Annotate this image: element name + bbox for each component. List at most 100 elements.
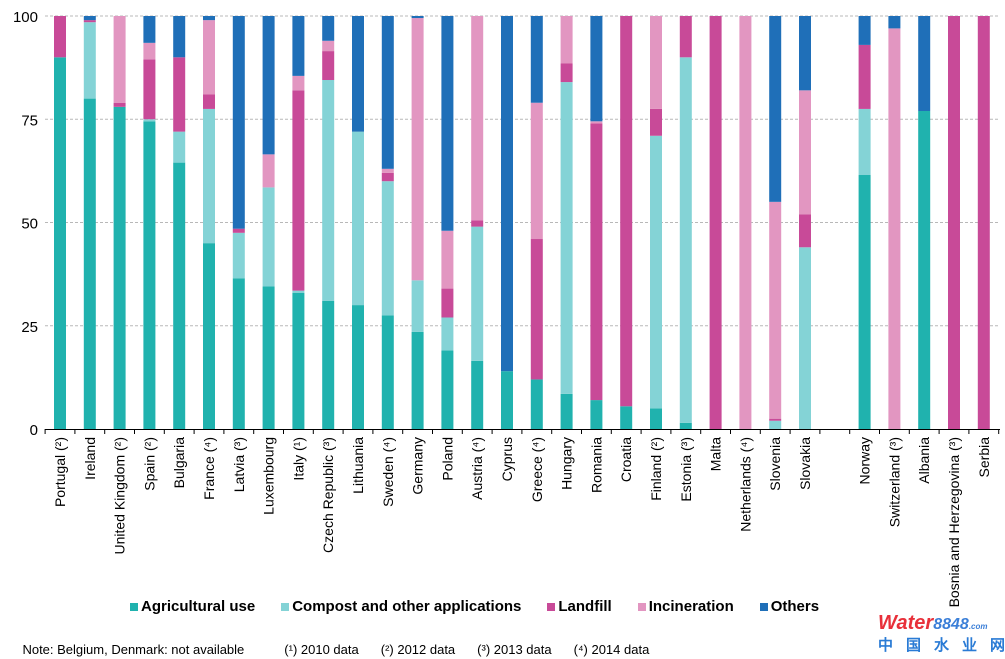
bar-segment: [203, 94, 215, 109]
legend-label: Landfill: [558, 598, 612, 615]
legend-label: Others: [770, 598, 820, 615]
x-tick-label: Cyprus: [499, 437, 515, 481]
footnote-4: (⁴) 2014 data: [573, 642, 650, 657]
bar-segment: [858, 44, 871, 109]
bar-segment: [292, 16, 305, 76]
legend-swatch: [281, 602, 290, 611]
bar-segment: [888, 28, 901, 429]
bar-segment: [441, 230, 454, 289]
bar-segment: [113, 106, 126, 430]
bar-segment: [560, 63, 573, 83]
legend-item: Incineration: [637, 598, 734, 615]
bar-segment: [620, 16, 633, 407]
x-tick-label: Italy (¹): [290, 437, 306, 481]
bar-segment: [83, 16, 96, 21]
bar-segment: [530, 239, 543, 380]
x-tick-label: Portugal (²): [52, 437, 68, 507]
bar-segment: [858, 175, 871, 429]
bar-segment: [471, 220, 484, 227]
x-tick-label: Luxembourg: [261, 437, 277, 515]
x-tick-label: Slovakia: [797, 437, 813, 490]
footnote-3: (³) 2013 data: [477, 642, 552, 657]
legend-swatch: [637, 602, 646, 611]
bar-segment: [650, 408, 662, 429]
footnotes: Note: Belgium, Denmark: not available (¹)…: [8, 627, 671, 659]
bar-segment: [679, 57, 692, 423]
x-tick-label: United Kingdom (²): [112, 437, 128, 555]
bar-segment: [322, 300, 335, 429]
bar-segment: [143, 42, 156, 60]
bar-segment: [262, 187, 275, 287]
bar-segment: [292, 290, 305, 293]
x-tick-label: Latvia (³): [231, 437, 247, 492]
bar-segment: [113, 16, 126, 103]
bar-segment: [590, 400, 603, 429]
bar-segment: [411, 280, 424, 332]
bar-segment: [83, 98, 96, 429]
bar-segment: [411, 331, 424, 429]
x-tick-label: Hungary: [559, 437, 575, 490]
bar-segment: [381, 16, 394, 169]
x-tick-label: Germany: [410, 437, 426, 495]
bar-segment: [173, 131, 186, 163]
bar-segment: [977, 16, 990, 429]
bar-segment: [292, 292, 305, 429]
y-tick-label: 25: [21, 319, 38, 336]
watermark-chinese: 中国水业网: [878, 637, 1005, 654]
note-availability: Note: Belgium, Denmark: not available: [22, 642, 245, 657]
bar-segment: [203, 108, 215, 244]
x-tick-label: Malta: [708, 437, 724, 471]
x-tick-label: Norway: [857, 437, 873, 484]
bar-segment: [203, 16, 215, 21]
y-tick-label: 100: [13, 9, 38, 26]
bar-segment: [352, 16, 364, 132]
x-tick-label: Poland: [439, 437, 455, 481]
bar-segment: [381, 315, 394, 429]
bar-segment: [143, 119, 156, 122]
bar-segment: [381, 168, 394, 173]
bar-segment: [769, 420, 782, 429]
bar-segment: [381, 172, 394, 182]
x-tick-label: Slovenia: [767, 437, 783, 491]
bar-segment: [441, 288, 454, 318]
bar-segment: [650, 108, 662, 136]
bar-segment: [590, 121, 603, 124]
x-tick-label: Bulgaria: [171, 437, 187, 489]
bar-segment: [352, 305, 364, 429]
bar-segment: [173, 16, 186, 58]
bar-segment: [530, 379, 543, 429]
footnote-2: (²) 2012 data: [380, 642, 456, 657]
bar-segment: [799, 90, 811, 215]
bar-segment: [83, 20, 96, 23]
bar-segment: [769, 16, 782, 202]
bar-segment: [54, 16, 66, 58]
bar-segment: [173, 162, 186, 430]
bar-segment: [471, 16, 484, 221]
y-tick-label: 75: [21, 112, 38, 129]
footnote-1: (¹) 2010 data: [284, 642, 359, 657]
bar-segment: [739, 16, 752, 429]
bar-segment: [650, 16, 662, 109]
legend-swatch: [130, 602, 138, 611]
bar-segment: [858, 108, 871, 176]
x-tick-label: Czech Republic (³): [320, 437, 336, 553]
legend-label: Incineration: [648, 598, 734, 615]
bar-segment: [858, 16, 871, 45]
x-tick-label: Romania: [588, 437, 604, 493]
x-tick-label: Switzerland (³): [886, 437, 902, 527]
legend-item: Compost and other applications: [281, 598, 521, 615]
watermark-logo: Water8848.com 中国水业网: [878, 612, 1005, 654]
bar-segment: [560, 393, 573, 429]
bar-segment: [590, 123, 603, 401]
bar-segment: [292, 75, 305, 91]
bar-segment: [83, 22, 96, 99]
y-tick-label: 50: [21, 216, 38, 233]
bar-segment: [232, 16, 245, 229]
x-tick-label: Finland (²): [648, 437, 664, 501]
legend-swatch: [547, 602, 556, 611]
bar-segment: [143, 59, 156, 120]
bar-segment: [590, 16, 603, 122]
bar-segment: [888, 16, 901, 29]
x-tick-label: Bosnia and Herzegovina (³): [946, 437, 962, 607]
